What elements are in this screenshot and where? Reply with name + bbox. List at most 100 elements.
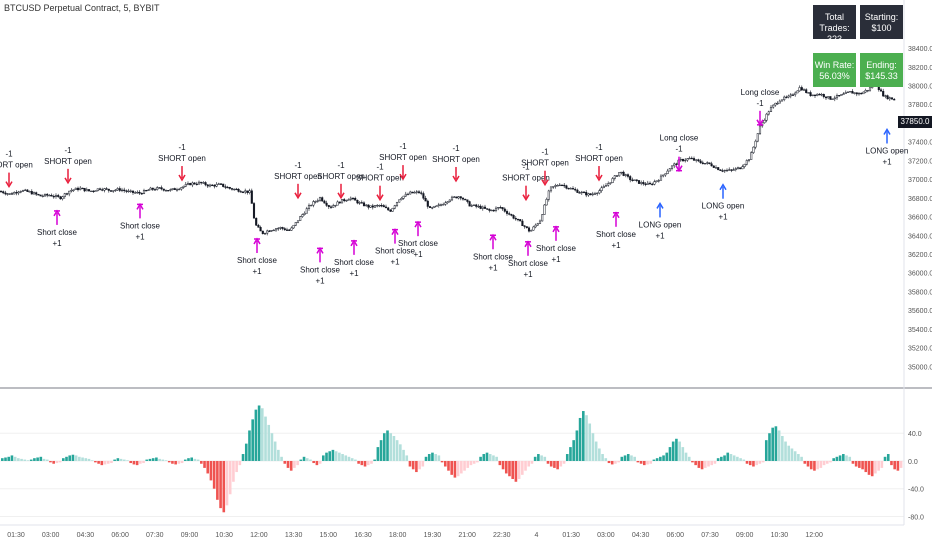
histogram-bar bbox=[835, 456, 839, 461]
trade-label: LONG open bbox=[702, 202, 745, 211]
histogram-bar bbox=[318, 460, 322, 464]
histogram-bar bbox=[206, 460, 210, 474]
candle-body bbox=[868, 87, 872, 91]
candle-body bbox=[684, 159, 687, 162]
candle-body bbox=[719, 169, 722, 171]
candle-body bbox=[17, 191, 20, 194]
candle-body bbox=[642, 182, 645, 185]
candle-body bbox=[785, 96, 788, 99]
histogram-bar bbox=[633, 456, 636, 461]
candle-body bbox=[413, 192, 416, 194]
histogram-bar bbox=[456, 460, 460, 477]
candle-body bbox=[554, 185, 557, 187]
candle-body bbox=[158, 187, 161, 189]
histogram-bar bbox=[591, 433, 595, 461]
candle-body bbox=[186, 183, 190, 185]
candle-body bbox=[332, 205, 335, 208]
candle-body bbox=[142, 190, 146, 194]
histogram-bar bbox=[244, 443, 248, 461]
trade-label: -1 bbox=[595, 143, 603, 152]
trade-arrowhead bbox=[376, 194, 384, 202]
candle-body bbox=[310, 204, 313, 207]
histogram-bar bbox=[748, 460, 752, 466]
candle-body bbox=[382, 205, 385, 208]
histogram-bar bbox=[4, 457, 7, 461]
candle-body bbox=[811, 94, 814, 97]
histogram-bar bbox=[171, 460, 174, 464]
histogram-bar bbox=[710, 460, 714, 466]
trade-label: +1 bbox=[135, 232, 145, 241]
candle-body bbox=[710, 163, 713, 167]
histogram-bar bbox=[376, 447, 380, 461]
trade-label: Short close bbox=[334, 258, 375, 267]
candle-body bbox=[681, 158, 685, 162]
candle-body bbox=[50, 194, 53, 197]
histogram-bar bbox=[620, 456, 624, 461]
candle-body bbox=[653, 181, 656, 185]
candle-body bbox=[800, 87, 803, 91]
candle-body bbox=[464, 198, 467, 201]
time-tick-label: 07:30 bbox=[701, 532, 719, 539]
candle-body bbox=[855, 92, 858, 95]
histogram-bar bbox=[408, 460, 412, 467]
histogram-bar bbox=[116, 458, 120, 461]
candle-body bbox=[655, 180, 658, 182]
candle-body bbox=[246, 190, 249, 193]
candle-body bbox=[604, 185, 608, 187]
histogram-bar bbox=[668, 447, 672, 461]
candle-body bbox=[167, 190, 170, 192]
trade-label: +1 bbox=[611, 241, 621, 250]
histogram-bar bbox=[180, 460, 184, 464]
histogram-bar bbox=[655, 458, 659, 461]
candle-body bbox=[349, 197, 352, 200]
candle-body bbox=[123, 189, 126, 192]
histogram-bar bbox=[228, 460, 232, 495]
candle-body bbox=[706, 162, 709, 164]
histogram-bar bbox=[675, 438, 678, 461]
time-tick-label: 09:00 bbox=[736, 532, 754, 539]
candle-body bbox=[501, 207, 504, 210]
candle-body bbox=[301, 214, 304, 217]
candle-body bbox=[470, 205, 473, 207]
trade-arrowhead bbox=[5, 181, 13, 189]
time-tick-label: 4 bbox=[535, 532, 539, 539]
candle-body bbox=[98, 188, 102, 190]
histogram-bar bbox=[103, 460, 107, 465]
histogram-bar bbox=[726, 452, 730, 461]
candle-body bbox=[136, 191, 139, 194]
candle-body bbox=[831, 98, 834, 100]
candle-body bbox=[505, 211, 509, 214]
candle-body bbox=[838, 95, 841, 97]
trade-label: -1 bbox=[522, 163, 530, 172]
candle-body bbox=[288, 229, 291, 231]
candle-body bbox=[444, 202, 447, 205]
candle-body bbox=[622, 171, 625, 176]
candle-body bbox=[567, 187, 570, 190]
histogram-bar bbox=[588, 423, 592, 461]
candle-body bbox=[224, 186, 227, 188]
histogram-bar bbox=[328, 451, 332, 461]
candle-body bbox=[690, 157, 693, 160]
candle-body bbox=[160, 187, 163, 190]
histogram-bar bbox=[39, 456, 43, 461]
candle-body bbox=[96, 188, 99, 191]
candle-body bbox=[556, 185, 559, 187]
histogram-bar bbox=[809, 460, 813, 470]
histogram-bar bbox=[720, 456, 723, 461]
candle-body bbox=[851, 91, 854, 94]
histogram-bar bbox=[405, 455, 409, 461]
candle-body bbox=[602, 186, 605, 189]
histogram-bar bbox=[681, 447, 685, 461]
time-tick-label: 01:30 bbox=[562, 532, 580, 539]
histogram-bar bbox=[877, 460, 880, 471]
candle-body bbox=[90, 190, 93, 193]
trade-label: -1 bbox=[376, 163, 384, 172]
histogram-bar bbox=[861, 460, 864, 470]
histogram-bar bbox=[755, 460, 758, 466]
candle-body bbox=[360, 202, 363, 204]
histogram-bar bbox=[119, 458, 123, 461]
time-tick-label: 18:00 bbox=[389, 532, 407, 539]
candle-body bbox=[127, 190, 130, 193]
histogram-bar bbox=[216, 460, 219, 500]
candle-body bbox=[827, 96, 830, 99]
